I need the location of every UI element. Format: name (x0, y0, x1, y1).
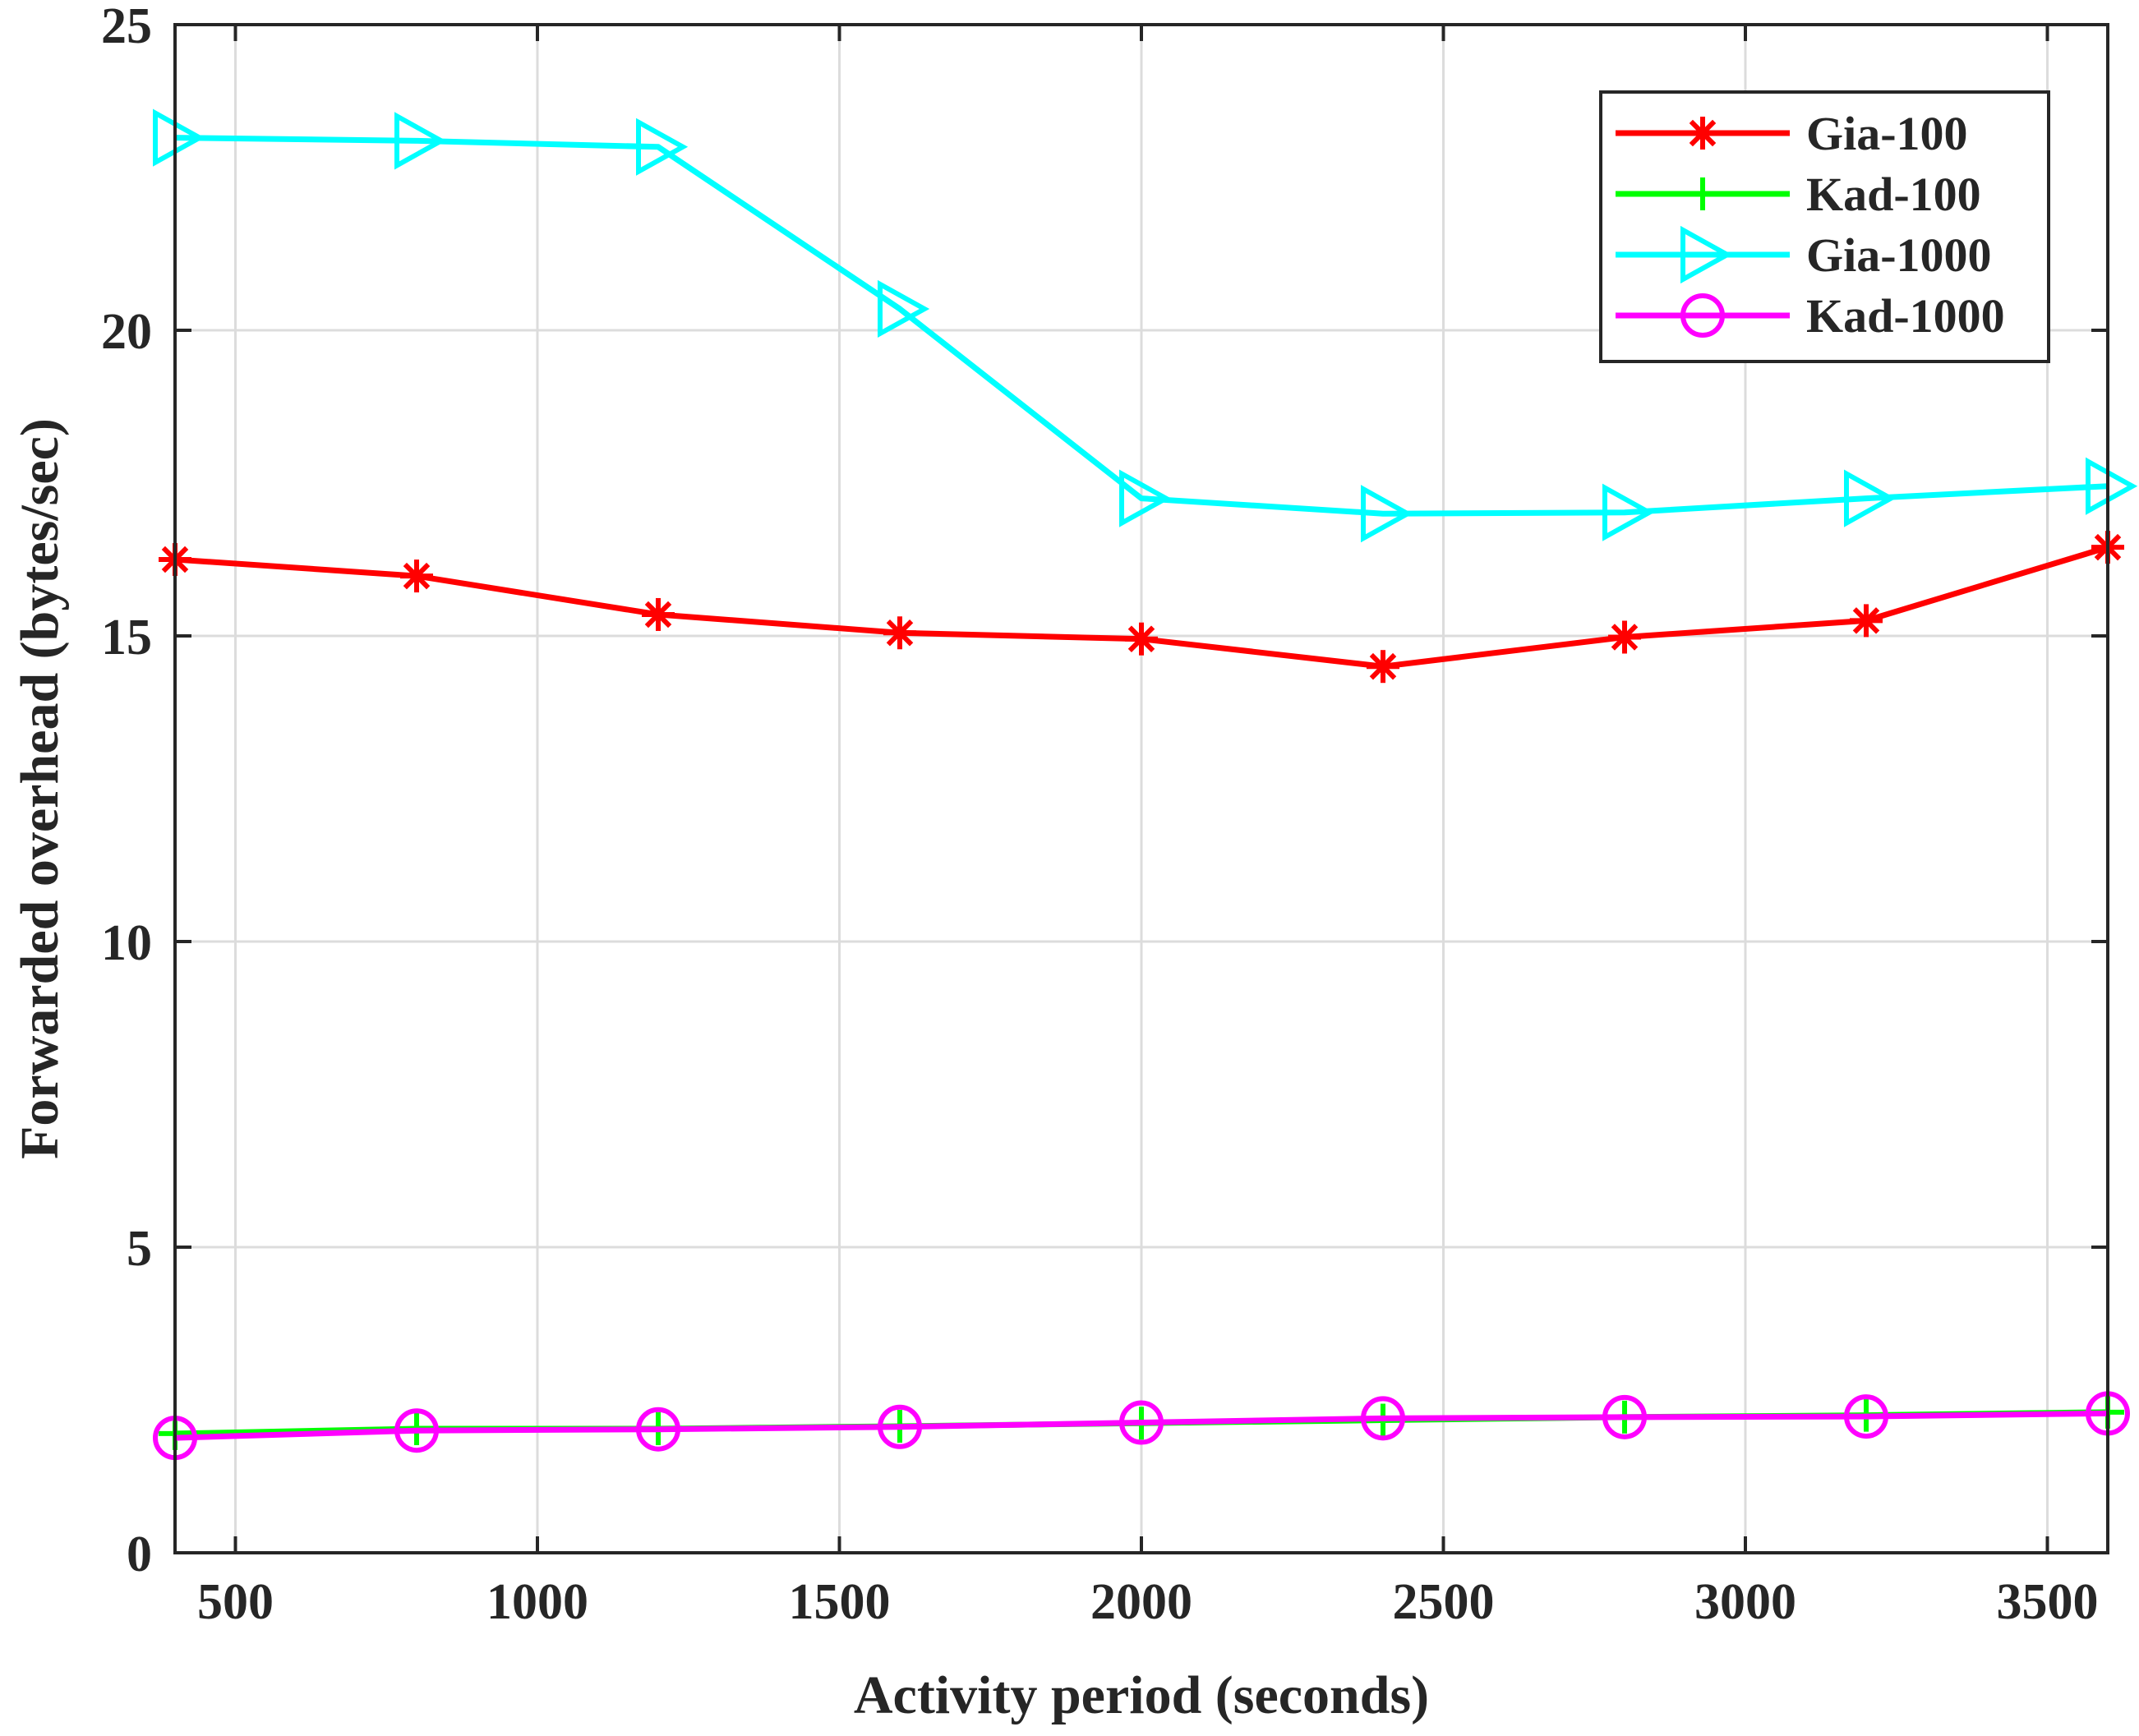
y-tick-label: 10 (101, 915, 152, 971)
triangle-marker (1602, 483, 1655, 541)
asterisk-marker (1850, 604, 1883, 638)
y-tick-label: 0 (127, 1526, 152, 1582)
asterisk-marker (1608, 620, 1641, 654)
asterisk-marker (1367, 650, 1399, 684)
circle-marker (1119, 1400, 1164, 1445)
triangle-marker (1119, 469, 1172, 527)
legend-label: Kad-1000 (1806, 289, 2005, 343)
series-line (174, 135, 2109, 517)
legend-item: Gia-100 (1616, 107, 1968, 160)
asterisk-marker (1125, 622, 1158, 656)
triangle-marker (1680, 225, 1733, 284)
circle-marker (1680, 293, 1725, 338)
x-tick-label: 500 (197, 1574, 274, 1630)
series-gia-1000 (153, 108, 2138, 543)
circle-marker (394, 1408, 439, 1453)
legend-label: Kad-100 (1806, 168, 1981, 221)
circle-marker (1844, 1394, 1888, 1439)
x-axis-title: Activity period (seconds) (854, 1665, 1429, 1725)
asterisk-marker (642, 597, 675, 631)
asterisk-marker (1686, 117, 1719, 150)
legend-label: Gia-1000 (1806, 228, 1992, 282)
triangle-marker (1361, 485, 1413, 543)
legend-item: Gia-1000 (1616, 225, 1992, 284)
circle-marker (1361, 1396, 1405, 1441)
triangle-marker (1844, 469, 1897, 527)
series-layer (153, 108, 2138, 1461)
circle-marker (878, 1404, 922, 1449)
y-tick-label: 15 (101, 610, 152, 665)
x-tick-label: 3500 (1997, 1574, 2099, 1630)
legend-item: Kad-100 (1616, 168, 1981, 221)
x-tick-label: 2000 (1090, 1574, 1192, 1630)
y-tick-label: 20 (101, 304, 152, 360)
x-tick-label: 2500 (1393, 1574, 1495, 1630)
triangle-marker (2086, 457, 2138, 515)
legend: Gia-100 Kad-100 Gia-1000 Kad-1000 (1599, 90, 2050, 363)
asterisk-marker (883, 616, 916, 650)
y-axis-title: Forwarded overhead (bytes/sec) (10, 418, 70, 1159)
series-line (174, 1410, 2109, 1441)
circle-marker (1602, 1394, 1647, 1439)
triangle-marker (394, 112, 447, 170)
x-tick-label: 1000 (486, 1574, 588, 1630)
legend-item: Kad-1000 (1616, 289, 2005, 343)
triangle-marker (636, 117, 689, 176)
legend-label: Gia-100 (1806, 107, 1968, 160)
circle-marker (636, 1407, 680, 1452)
axes: 500 1000 1500 2000 2500 3000 3500 0 5 10 15 20 25 (101, 0, 2109, 1630)
x-tick-label: 1500 (789, 1574, 891, 1630)
triangle-marker (878, 279, 930, 338)
triangle-marker (153, 108, 205, 167)
asterisk-marker (400, 559, 433, 593)
y-tick-label: 5 (127, 1221, 152, 1277)
y-tick-label: 25 (101, 0, 152, 54)
x-tick-label: 3000 (1694, 1574, 1796, 1630)
plus-marker (1686, 177, 1719, 210)
